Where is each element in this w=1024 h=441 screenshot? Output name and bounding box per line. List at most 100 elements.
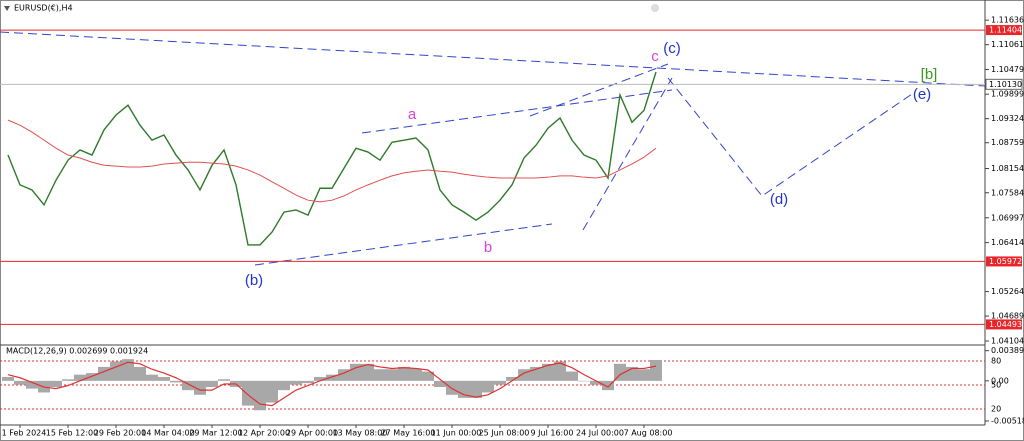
histogram-bar xyxy=(146,374,158,381)
x-tick-label: 12 Apr 20:00 xyxy=(238,429,290,438)
histogram-bar xyxy=(86,373,98,381)
histogram-bar xyxy=(290,380,302,385)
x-tick-label: 13 May 08:00 xyxy=(333,429,388,438)
histogram-bar xyxy=(578,380,590,382)
wave-label: a xyxy=(408,106,417,123)
x-tick-label: 27 May 16:00 xyxy=(381,429,436,438)
trend-line xyxy=(582,77,673,231)
symbol-icon xyxy=(4,6,10,11)
histogram-bar xyxy=(482,380,494,393)
histogram-bar xyxy=(518,369,530,381)
histogram-bar xyxy=(410,368,422,381)
shift-marker xyxy=(651,4,659,12)
histogram-bar xyxy=(506,376,518,381)
histogram-bar xyxy=(182,380,194,391)
projection-line xyxy=(667,77,916,197)
level-label-box xyxy=(986,256,1022,267)
wave-label: [b] xyxy=(921,66,938,83)
histogram-bar xyxy=(446,380,458,395)
x-tick-label: 29 Apr 00:00 xyxy=(286,429,338,438)
histogram-bar xyxy=(434,380,446,388)
histogram-bar xyxy=(602,380,614,391)
x-tick-label: 9 Jul 16:00 xyxy=(531,429,574,438)
histogram-bar xyxy=(206,380,218,388)
series-line xyxy=(7,361,657,407)
histogram-bar xyxy=(26,380,38,389)
wave-label: (c) xyxy=(663,40,681,57)
histogram-bar xyxy=(266,380,278,403)
level-label: 1.04493 xyxy=(989,320,1022,329)
y-tick-label: 0.003894 xyxy=(991,346,1024,355)
y-tick-label: 0.00 xyxy=(991,376,1009,385)
histogram-bar xyxy=(122,359,134,381)
histogram-bar xyxy=(218,379,230,381)
histogram-bar xyxy=(74,374,86,381)
histogram-bar xyxy=(374,369,386,381)
histogram-bar xyxy=(350,363,362,381)
histogram-bar xyxy=(98,366,110,381)
histogram-bar xyxy=(362,363,374,381)
y-tick-label: 1.05264 xyxy=(991,287,1024,296)
series-line xyxy=(7,119,657,203)
histogram-bar xyxy=(494,380,506,385)
histogram-bar xyxy=(314,376,326,381)
histogram-bar xyxy=(566,371,578,381)
price-label: 1.10130 xyxy=(989,80,1022,89)
histogram-bar xyxy=(254,380,266,411)
histogram-bar xyxy=(542,363,554,381)
histogram-bar xyxy=(614,363,626,381)
x-tick-label: 15 Feb 12:00 xyxy=(46,429,98,438)
level-label-box xyxy=(986,25,1022,36)
y-tick-label: 1.11636 xyxy=(991,16,1024,25)
y-tick-label: 1.06414 xyxy=(991,238,1024,247)
wave-label: (e) xyxy=(913,86,931,103)
wave-label: (d) xyxy=(770,191,788,208)
x-tick-label: 29 Mar 12:00 xyxy=(189,429,242,438)
y-tick-label: 1.07584 xyxy=(991,188,1024,197)
histogram-bar xyxy=(14,380,26,385)
histogram-bar xyxy=(170,380,182,383)
level-label: 1.05972 xyxy=(989,257,1022,266)
histogram-bar xyxy=(326,374,338,381)
trend-line xyxy=(254,223,553,266)
trend-line xyxy=(529,63,669,117)
y2-tick-label: 80 xyxy=(991,357,1001,366)
histogram-bar xyxy=(62,379,74,381)
y-tick-label: 1.08759 xyxy=(991,138,1024,147)
x-tick-label: 11 Jun 00:00 xyxy=(431,429,482,438)
y-tick-label: 1.11061 xyxy=(991,40,1024,49)
level-label-box xyxy=(986,319,1022,330)
x-tick-label: 29 Feb 20:00 xyxy=(94,429,146,438)
histogram-bar xyxy=(50,380,62,388)
y-tick-label: 1.04104 xyxy=(991,336,1024,345)
series-line xyxy=(7,71,657,246)
chart-title: EURUSD(€),H4 xyxy=(14,4,73,13)
y-tick-label: 1.06997 xyxy=(991,213,1024,222)
y-tick-label: 1.09324 xyxy=(991,114,1024,123)
wave-label: c xyxy=(651,48,659,65)
y-tick-label: -0.005182 xyxy=(991,416,1024,425)
level-label: 1.11404 xyxy=(989,26,1022,35)
histogram-bar xyxy=(422,371,434,381)
x-tick-label: 14 Mar 04:00 xyxy=(141,429,194,438)
wave-label: b xyxy=(484,239,492,256)
y-tick-label: 1.04689 xyxy=(991,312,1024,321)
histogram-bar xyxy=(554,361,566,381)
histogram-bar xyxy=(110,361,122,381)
macd-title: MACD(12,26,9) 0.002699 0.001924 xyxy=(6,347,148,356)
histogram-bar xyxy=(194,380,206,395)
price-label-box xyxy=(985,78,1023,90)
y-tick-label: 1.09899 xyxy=(991,90,1024,99)
y-tick-label: 1.08154 xyxy=(991,164,1024,173)
x-tick-label: 1 Feb 2024 xyxy=(2,429,47,438)
histogram-bar xyxy=(590,380,602,385)
histogram-bar xyxy=(398,366,410,381)
histogram-bar xyxy=(134,366,146,381)
histogram-bar xyxy=(650,359,662,381)
y2-tick-label: 20 xyxy=(991,405,1001,414)
histogram-bar xyxy=(386,369,398,381)
histogram-bar xyxy=(2,376,14,381)
